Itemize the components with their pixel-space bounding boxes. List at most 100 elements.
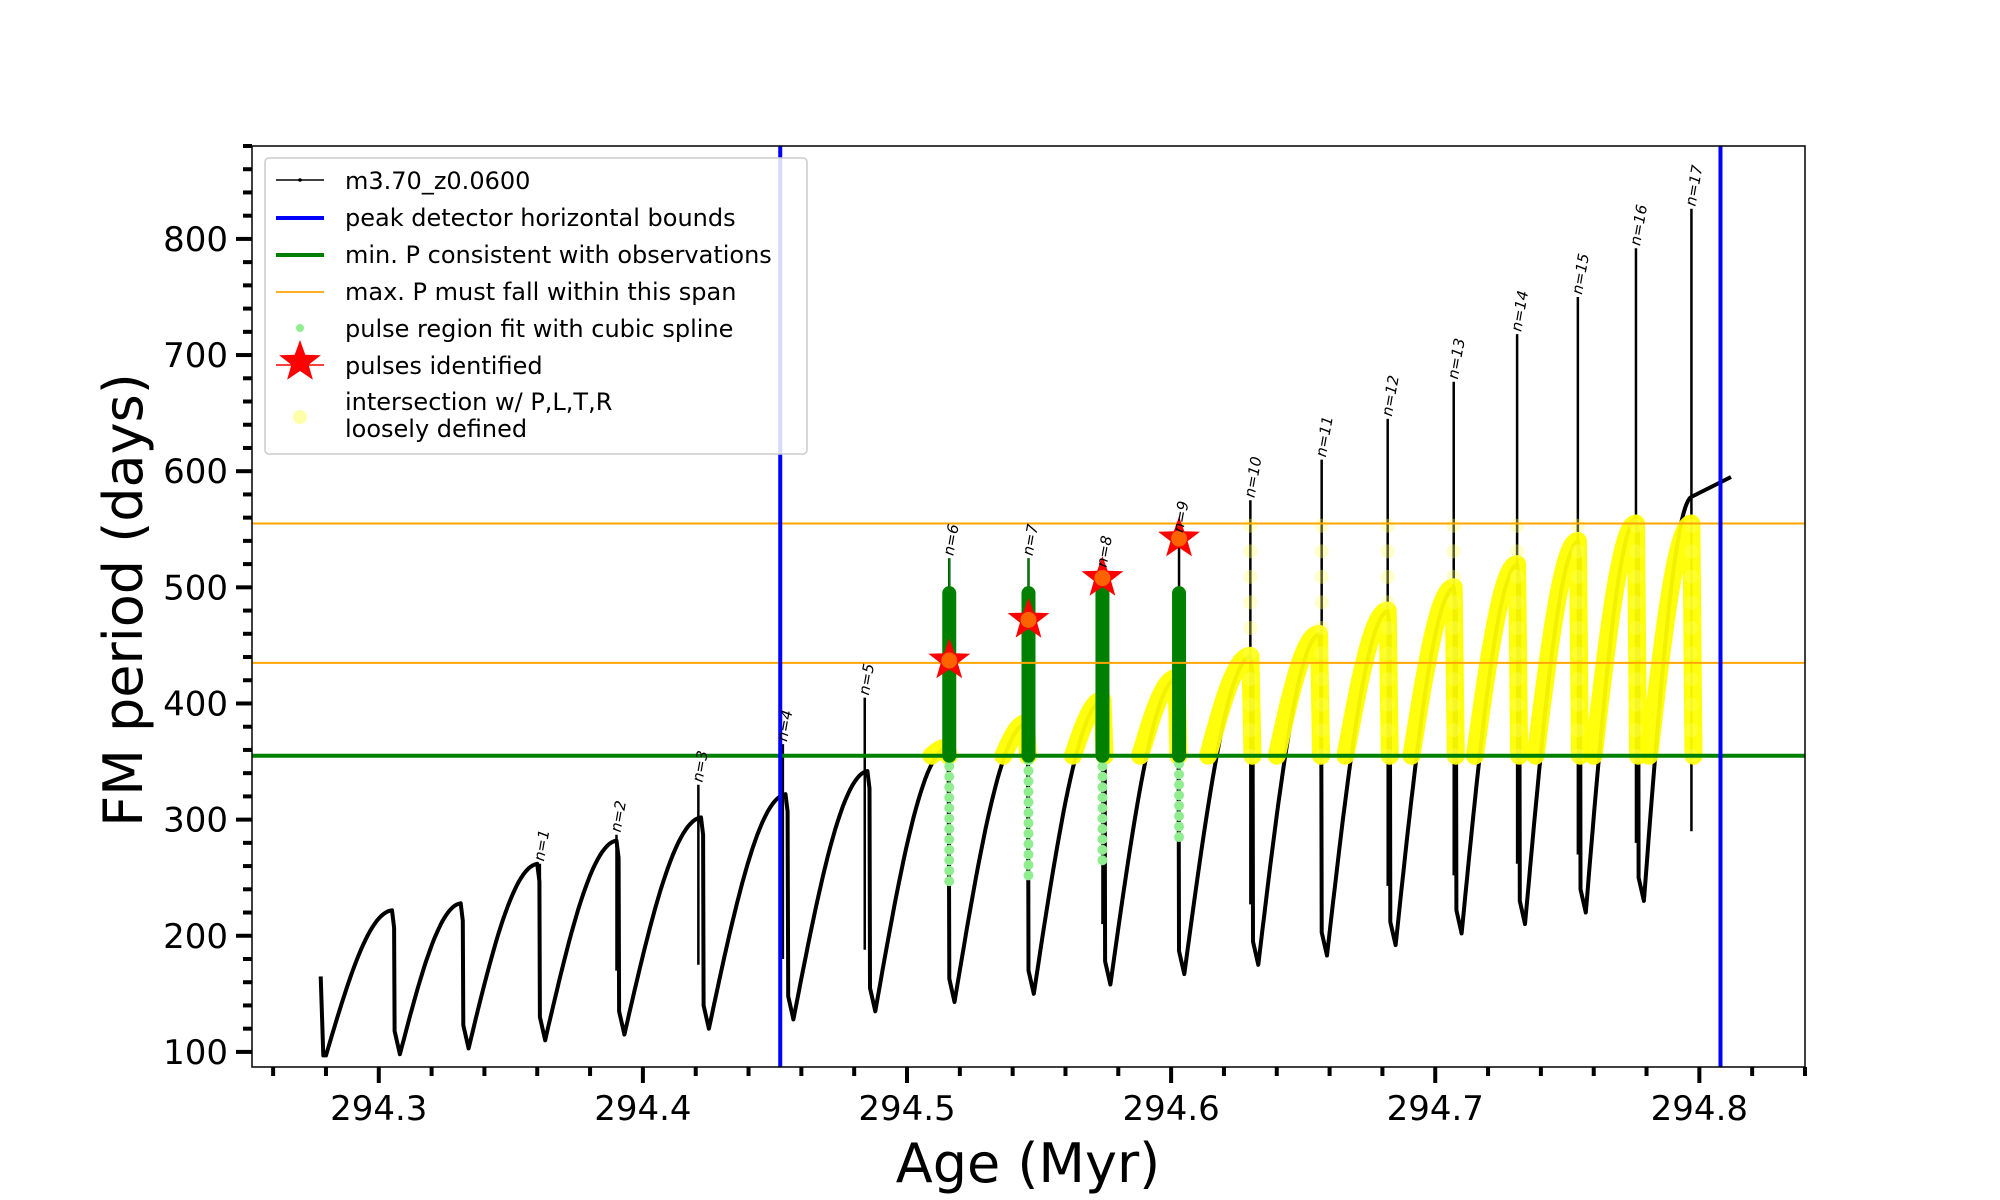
y-tick-label: 700 — [163, 336, 228, 376]
pulse-label-14: n=14 — [1507, 289, 1532, 333]
intersection-dot — [1628, 620, 1643, 635]
spline-fit-dot-light — [1174, 832, 1185, 843]
legend-swatch-spline — [296, 324, 304, 332]
intersection-dot — [1684, 672, 1699, 687]
spline-fit-dot-light — [1023, 797, 1034, 808]
legend-swatch-intersection — [293, 410, 307, 424]
intersection-dot — [1628, 569, 1643, 584]
intersection-dot — [1684, 697, 1699, 712]
spline-fit-dot-light — [1097, 761, 1108, 772]
intersection-dot — [1243, 723, 1258, 738]
intersection-dot — [1628, 544, 1643, 559]
intersection-dot — [1243, 672, 1258, 687]
axes: 294.3 294.4 294.5 294.6 294.7 294.8 100 200 300 4… — [163, 144, 1807, 1129]
intersection-dot — [1380, 518, 1395, 533]
spline-fit-dot-light — [944, 844, 955, 855]
spline-fit-dot-light — [1174, 800, 1185, 811]
intersection-dot — [1510, 544, 1525, 559]
y-tick-label: 300 — [163, 801, 228, 841]
intersection-dot — [1684, 595, 1699, 610]
pulse-label-8: n=8 — [1093, 534, 1116, 568]
intersection-dot — [1628, 697, 1643, 712]
intersection-dot — [1510, 723, 1525, 738]
intersection-dot — [1510, 518, 1525, 533]
x-tick-label: 294.6 — [1122, 1089, 1219, 1129]
intersection-arc-18 — [1584, 514, 1648, 765]
intersection-dot — [1380, 595, 1395, 610]
plot-frame — [251, 145, 1806, 1068]
legend-label-intersection-line2: loosely defined — [345, 415, 527, 443]
intersection-dot — [1243, 569, 1258, 584]
x-tick-label: 294.4 — [594, 1089, 691, 1129]
intersection-dot — [1446, 544, 1461, 559]
intersection-dot — [1446, 697, 1461, 712]
intersection-dot — [1243, 544, 1258, 559]
intersection-arc-14 — [1336, 601, 1399, 765]
intersection-dot — [1446, 518, 1461, 533]
intersection-dot — [1314, 518, 1329, 533]
spline-fit-dot-light — [1097, 813, 1108, 824]
spline-fit-dot-light — [1097, 792, 1108, 803]
pulse-star-center — [1020, 611, 1037, 628]
spline-fit-dot-light — [944, 855, 955, 866]
plot-area: n=1 n=2 n=3 n=4 n=5 n=6 n=7 n=8 n=9 n=10 n=11 n=12 n… — [252, 146, 1805, 1067]
intersection-dot — [1446, 569, 1461, 584]
intersection-dot — [1570, 544, 1585, 559]
plot-content — [318, 208, 1732, 1058]
pulse-label-11: n=11 — [1312, 415, 1337, 459]
pulse-label-6: n=6 — [940, 523, 963, 557]
spline-fit-dot-light — [944, 813, 955, 824]
intersection-dot — [1314, 595, 1329, 610]
pulse-label-16: n=16 — [1626, 203, 1651, 247]
intersection-dot — [1380, 544, 1395, 559]
spline-fit-dot-light — [1097, 771, 1108, 782]
intersection-dot — [1684, 569, 1699, 584]
y-axis-title: FM period (days) — [92, 373, 155, 827]
intersection-dot — [1243, 620, 1258, 635]
intersection-dot — [1380, 697, 1395, 712]
pulse-star-center — [941, 652, 958, 669]
legend-label-bounds: peak detector horizontal bounds — [345, 204, 736, 232]
intersection-dot — [1380, 672, 1395, 687]
spline-fit-dot-light — [944, 782, 955, 793]
spline-fit-dot-light — [1097, 782, 1108, 793]
spline-fit-dot-light — [1097, 803, 1108, 814]
intersection-arc-19 — [1640, 514, 1703, 765]
x-tick-label: 294.5 — [858, 1089, 955, 1129]
intersection-dot — [1243, 646, 1258, 661]
intersection-dot — [1684, 620, 1699, 635]
pulse-label-4: n=4 — [773, 709, 796, 743]
intersection-dot — [1628, 672, 1643, 687]
spline-fit-dot-light — [944, 771, 955, 782]
legend-label-minP: min. P consistent with observations — [345, 241, 772, 269]
pulse-star-center — [1094, 570, 1111, 587]
spline-fit-dot-light — [944, 834, 955, 845]
intersection-dot — [1510, 595, 1525, 610]
y-tick-label: 800 — [163, 220, 228, 260]
legend-label-intersection: intersection w/ P,L,T,R — [345, 388, 612, 416]
pulse-label-3: n=3 — [689, 749, 712, 783]
legend-label-pulses: pulses identified — [345, 352, 543, 380]
intersection-dot — [1510, 697, 1525, 712]
intersection-arc-17 — [1526, 531, 1589, 765]
intersection-arc-13 — [1267, 624, 1331, 765]
pulse-label-12: n=12 — [1378, 374, 1403, 418]
intersection-dot — [1628, 595, 1643, 610]
intersection-dot — [1446, 595, 1461, 610]
intersection-arc-11 — [1131, 668, 1188, 765]
intersection-dot — [1380, 646, 1395, 661]
pulse-label-13: n=13 — [1444, 337, 1469, 381]
spline-fit-dot-light — [1023, 776, 1034, 787]
intersection-dot — [1510, 620, 1525, 635]
intersection-dot — [1446, 672, 1461, 687]
intersection-dot — [1314, 646, 1329, 661]
intersection-dot — [1314, 697, 1329, 712]
intersection-dot — [1684, 723, 1699, 738]
legend-label-maxP: max. P must fall within this span — [345, 278, 736, 306]
spline-fit-dot-light — [1023, 828, 1034, 839]
spline-fit-dot-light — [1023, 765, 1034, 776]
intersection-dot — [1684, 518, 1699, 533]
intersection-dot — [1570, 569, 1585, 584]
intersection-dot — [1628, 518, 1643, 533]
spline-fit-dot-light — [1174, 769, 1185, 780]
